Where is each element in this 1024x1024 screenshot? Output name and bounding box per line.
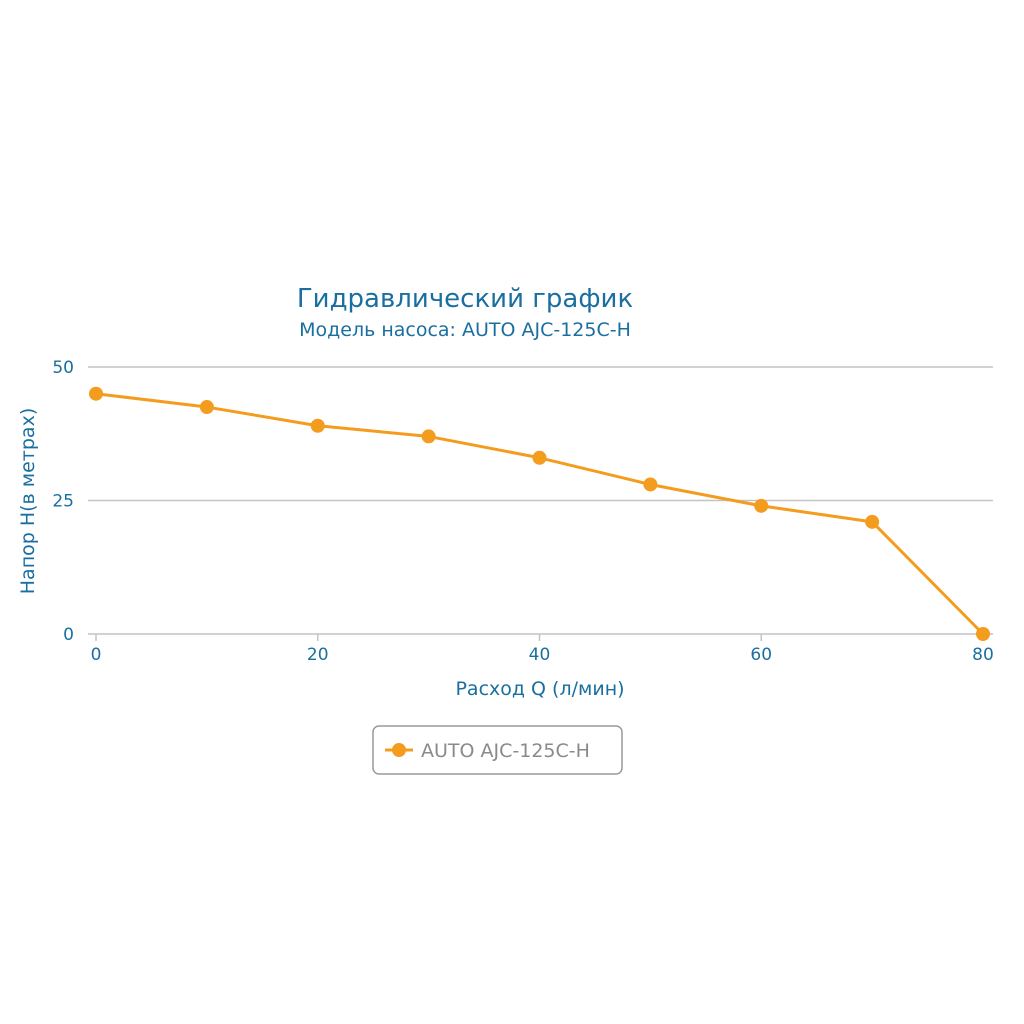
x-tick-label: 60 bbox=[750, 645, 772, 665]
chart-subtitle: Модель насоса: AUTO AJC-125C-H bbox=[299, 319, 631, 341]
data-point[interactable] bbox=[89, 386, 103, 401]
data-point[interactable] bbox=[865, 514, 880, 529]
x-tick-label: 20 bbox=[307, 645, 329, 665]
x-axis-title: Расход Q (л/мин) bbox=[455, 678, 624, 700]
x-tick-labels: 0 20 40 60 80 bbox=[91, 645, 994, 665]
data-point[interactable] bbox=[976, 627, 990, 641]
x-tick-label: 40 bbox=[529, 645, 551, 665]
y-tick-labels: 0 25 50 bbox=[52, 358, 74, 645]
legend-box bbox=[372, 725, 623, 775]
series-line bbox=[95, 392, 985, 636]
chart-title: Гидравлический график bbox=[297, 284, 633, 314]
data-point[interactable] bbox=[199, 400, 214, 415]
data-point[interactable] bbox=[754, 498, 769, 513]
data-point[interactable] bbox=[421, 429, 436, 444]
x-tick-label: 0 bbox=[91, 645, 102, 665]
legend-label[interactable]: AUTO AJC-125C-H bbox=[421, 740, 590, 762]
y-tick-label: 50 bbox=[52, 358, 74, 378]
y-tick-label: 0 bbox=[63, 625, 74, 645]
x-tick-label: 80 bbox=[972, 645, 994, 665]
y-axis-title: Напор H(в метрах) bbox=[17, 408, 39, 594]
legend-marker bbox=[392, 743, 406, 757]
y-tick-label: 25 bbox=[52, 492, 74, 512]
data-point[interactable] bbox=[643, 477, 658, 492]
legend[interactable]: AUTO AJC-125C-H bbox=[372, 725, 623, 775]
series-layer bbox=[89, 386, 990, 641]
data-point[interactable] bbox=[532, 450, 547, 465]
grid-lines bbox=[88, 366, 993, 641]
data-point[interactable] bbox=[310, 418, 325, 433]
